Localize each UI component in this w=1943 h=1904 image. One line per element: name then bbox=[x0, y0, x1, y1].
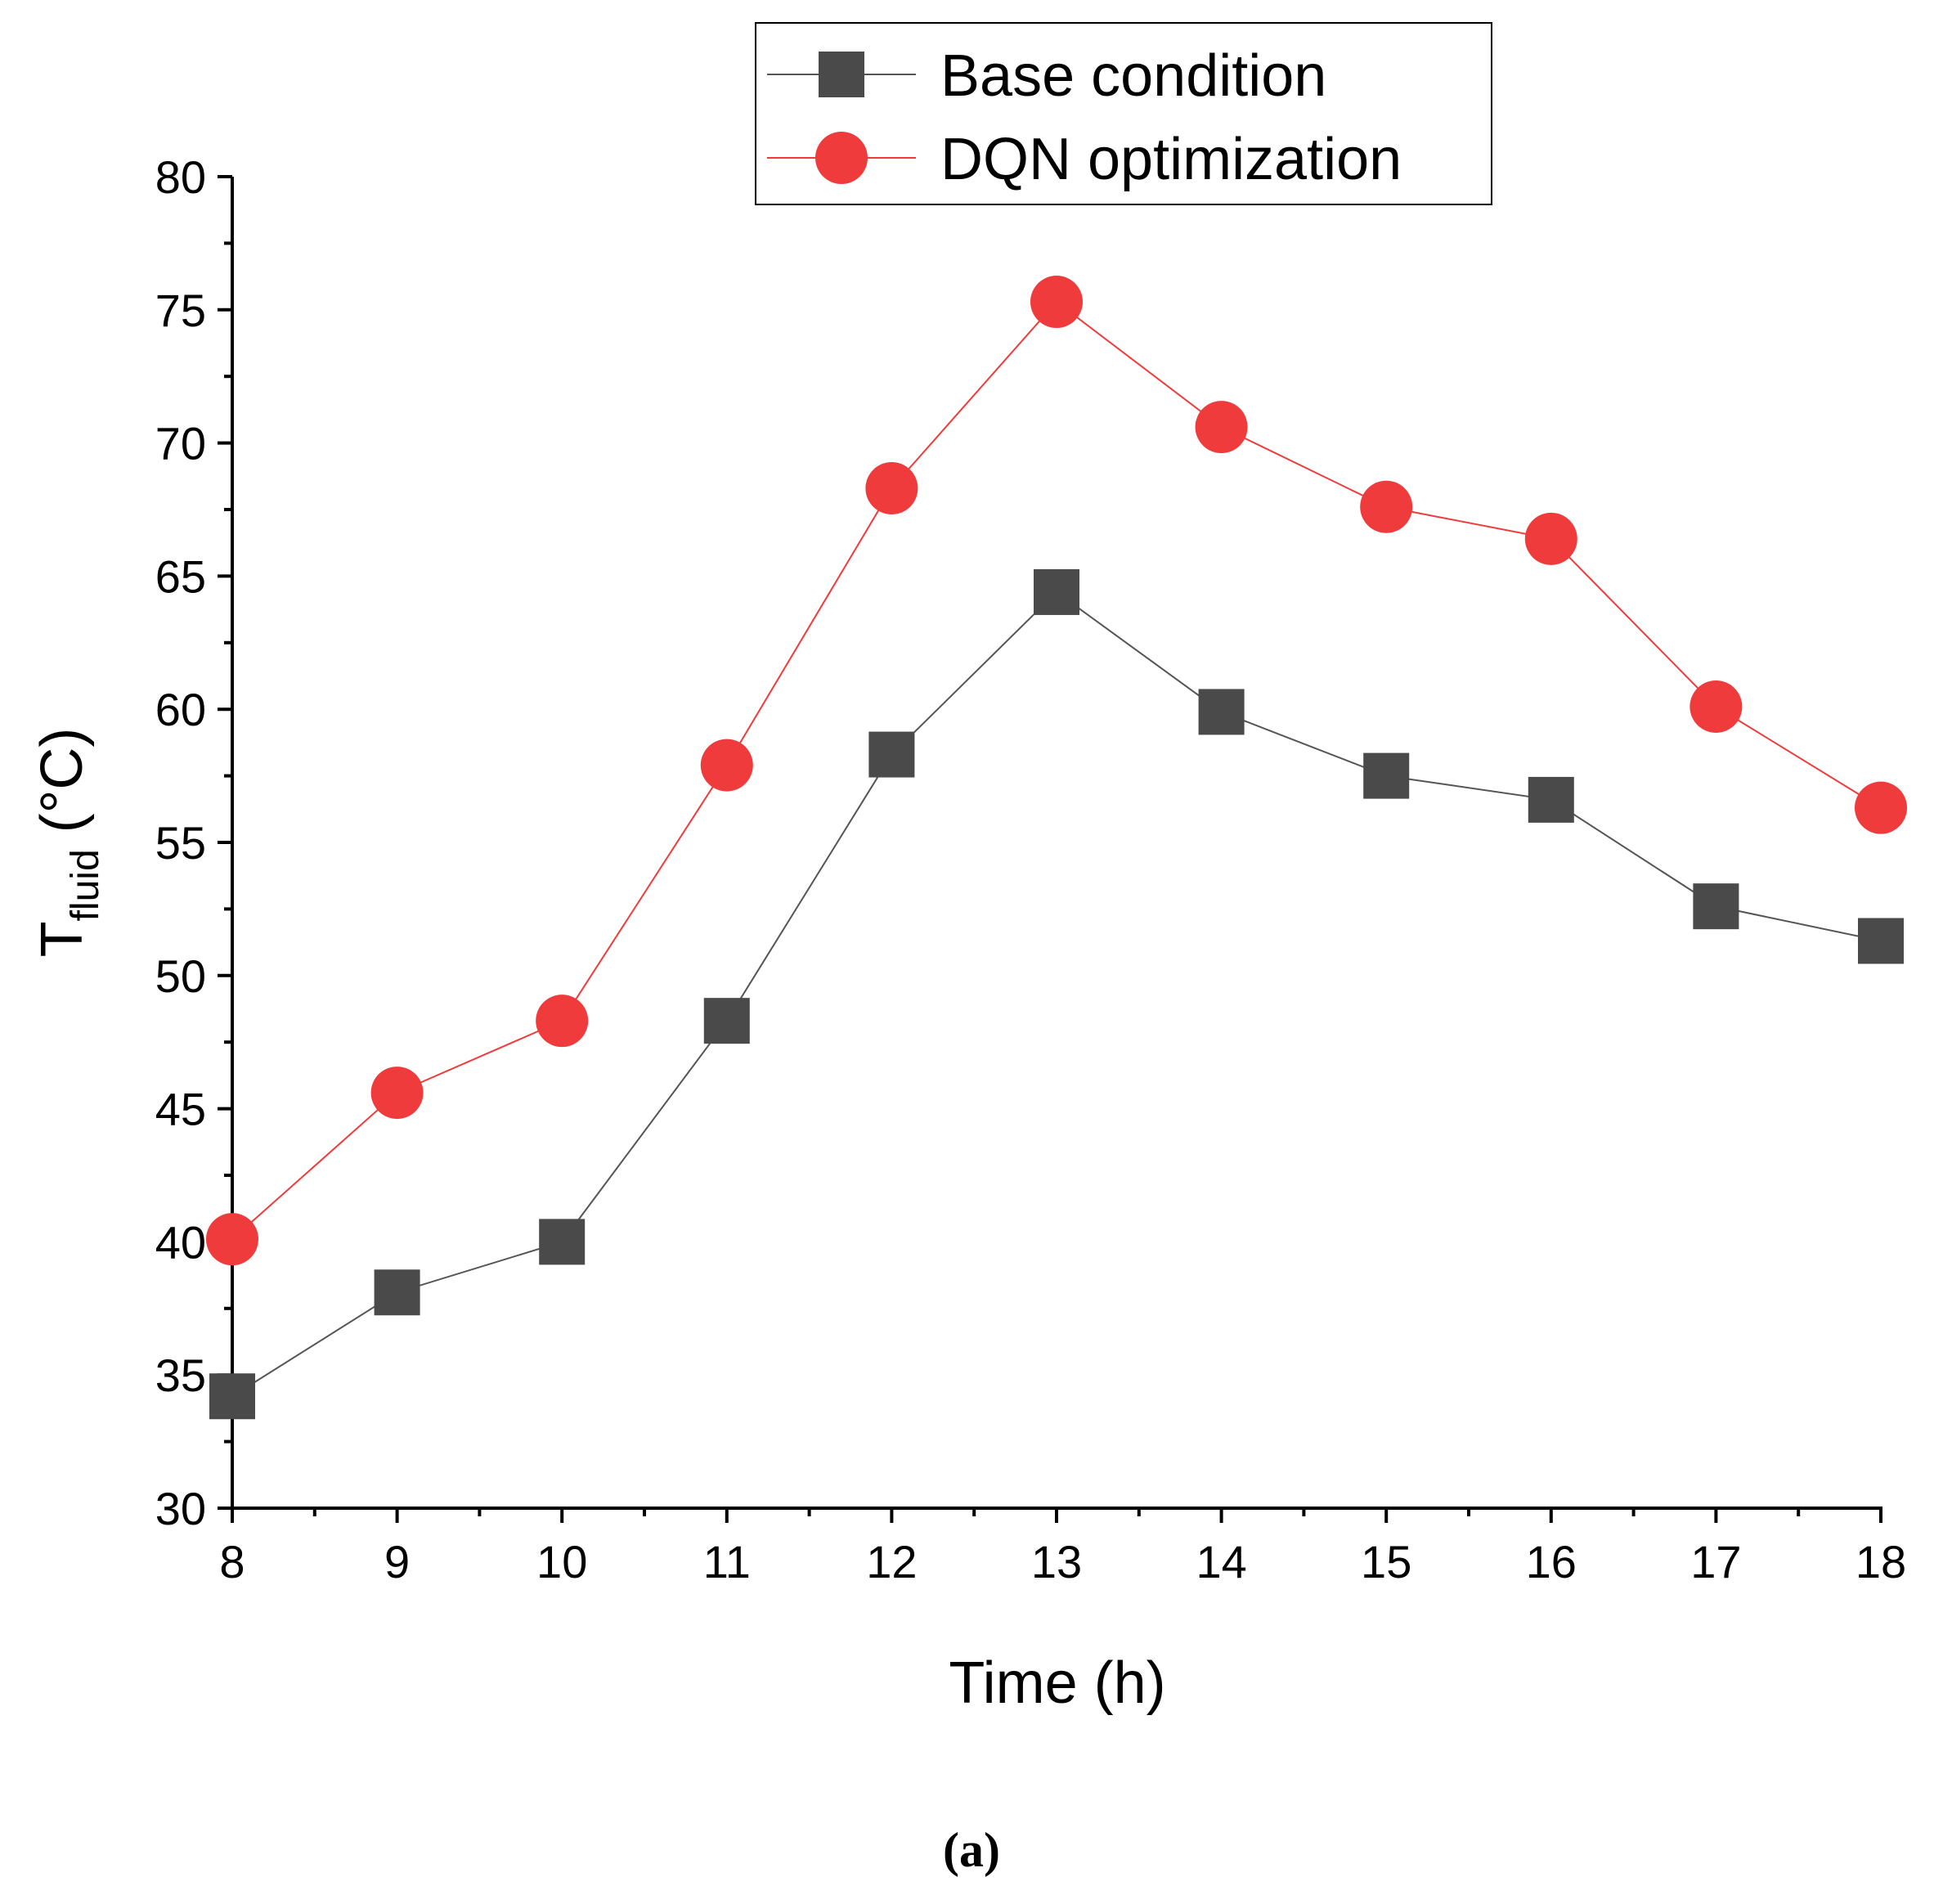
y-tick-label: 60 bbox=[155, 684, 206, 735]
x-tick-label: 15 bbox=[1361, 1536, 1411, 1587]
x-tick-label: 17 bbox=[1690, 1536, 1741, 1587]
x-axis-title: Time (h) bbox=[949, 1650, 1165, 1716]
x-ticks: 8 9 10 11 12 13 14 15 16 17 18 bbox=[219, 1508, 1906, 1587]
dqn-optimization-point bbox=[370, 1067, 424, 1120]
base-condition-point bbox=[1528, 776, 1574, 823]
x-tick-label: 11 bbox=[703, 1536, 751, 1587]
legend-entries: Base condition DQN optimization bbox=[767, 43, 1402, 192]
legend-marker-circle bbox=[815, 132, 868, 184]
y-axis-title-unit: (°C) bbox=[29, 728, 95, 850]
dqn-optimization-point bbox=[700, 739, 753, 792]
x-tick-label: 14 bbox=[1196, 1536, 1246, 1587]
base-condition-point bbox=[1198, 689, 1245, 735]
dqn-optimization-point bbox=[536, 995, 589, 1048]
x-tick-label: 8 bbox=[219, 1536, 245, 1587]
y-ticks: 30 35 40 45 50 55 60 65 70 75 80 bbox=[155, 151, 232, 1534]
caption-letter: a bbox=[959, 1823, 984, 1877]
base-condition-point bbox=[1363, 752, 1410, 799]
y-axis-title-subscript: fluid bbox=[64, 849, 107, 921]
dqn-optimization-point bbox=[1689, 680, 1743, 733]
legend-label: Base condition bbox=[940, 43, 1326, 109]
base-condition-point bbox=[1693, 883, 1739, 930]
base-condition-point bbox=[374, 1269, 420, 1316]
base-condition-line bbox=[231, 591, 1882, 1398]
legend: Base condition DQN optimization bbox=[755, 22, 1492, 205]
x-tick-label: 18 bbox=[1855, 1536, 1906, 1587]
base-condition-point bbox=[703, 998, 750, 1044]
base-condition-point bbox=[1858, 918, 1904, 964]
axes bbox=[231, 177, 1882, 1510]
dqn-optimization-point bbox=[1855, 781, 1907, 834]
svg-text:Tfluid (°C): Tfluid (°C) bbox=[29, 728, 107, 958]
x-tick-label: 13 bbox=[1031, 1536, 1082, 1587]
base-condition-point bbox=[209, 1373, 255, 1420]
legend-label: DQN optimization bbox=[940, 127, 1402, 192]
y-tick-label: 55 bbox=[155, 817, 206, 869]
y-axis-title: Tfluid (°C) bbox=[29, 728, 107, 958]
dqn-optimization-line bbox=[231, 300, 1882, 1240]
dqn-optimization-point bbox=[1195, 401, 1248, 454]
y-tick-label: 75 bbox=[155, 285, 206, 336]
y-tick-label: 30 bbox=[155, 1483, 206, 1534]
y-tick-label: 70 bbox=[155, 418, 206, 469]
series-lines bbox=[231, 300, 1882, 1398]
base-condition-point bbox=[1034, 568, 1079, 615]
x-tick-label: 10 bbox=[536, 1536, 587, 1587]
y-tick-label: 50 bbox=[155, 950, 206, 1002]
dqn-optimization-point bbox=[1030, 276, 1083, 329]
y-tick-label: 80 bbox=[155, 151, 206, 203]
y-tick-label: 45 bbox=[155, 1084, 206, 1135]
caption-open-paren: ( bbox=[943, 1823, 959, 1877]
dqn-optimization-point bbox=[1360, 480, 1413, 533]
dqn-optimization-point bbox=[1524, 512, 1577, 565]
caption-close-paren: ) bbox=[984, 1823, 1000, 1877]
y-axis-title-main: T bbox=[29, 921, 95, 957]
x-tick-label: 9 bbox=[384, 1536, 410, 1587]
y-tick-label: 40 bbox=[155, 1216, 206, 1268]
y-tick-label: 65 bbox=[155, 550, 206, 602]
legend-marker-square bbox=[819, 52, 864, 97]
figure-caption: (a) bbox=[943, 1823, 1000, 1877]
x-tick-label: 12 bbox=[866, 1536, 917, 1587]
base-condition-point bbox=[539, 1219, 586, 1265]
x-tick-label: 16 bbox=[1526, 1536, 1577, 1587]
dqn-optimization-point bbox=[865, 461, 918, 514]
legend-box bbox=[755, 22, 1492, 205]
y-tick-label: 35 bbox=[155, 1349, 206, 1401]
series-markers bbox=[206, 276, 1907, 1420]
base-condition-point bbox=[868, 731, 915, 778]
dqn-optimization-point bbox=[206, 1213, 258, 1266]
